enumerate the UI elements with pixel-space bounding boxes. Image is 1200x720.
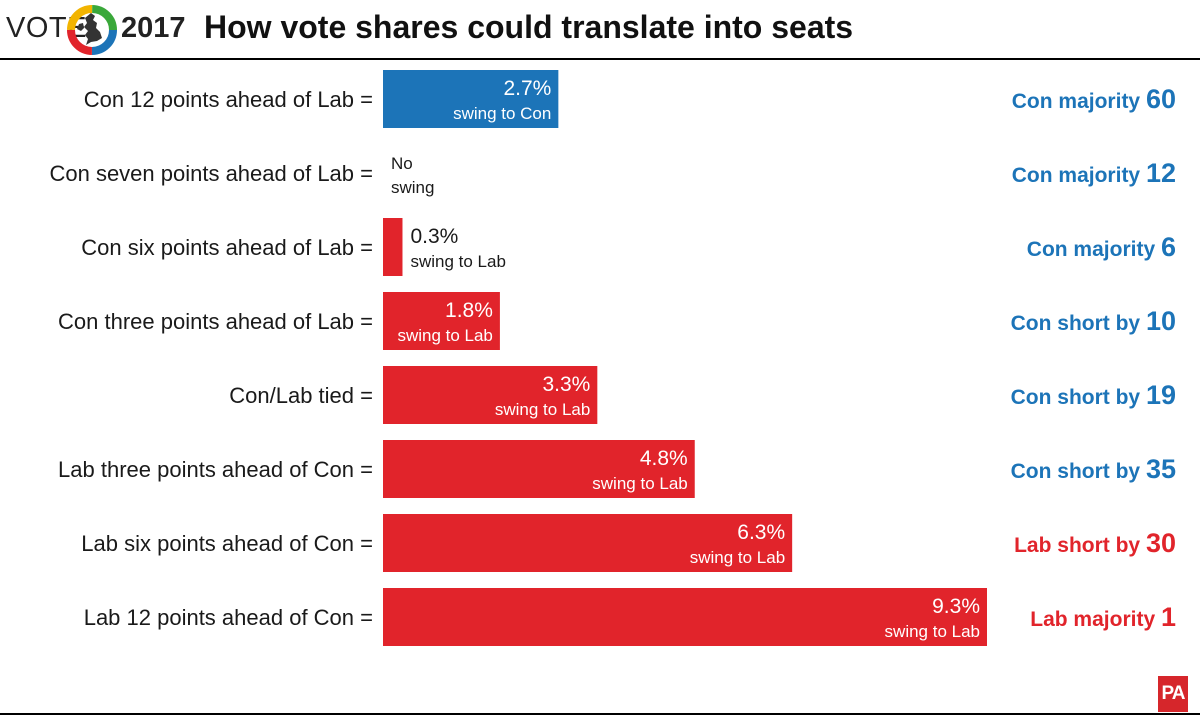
swing-sublabel: swing to Lab	[592, 474, 687, 493]
chart-title: How vote shares could translate into sea…	[204, 9, 854, 45]
seat-outcome-number: 30	[1146, 528, 1176, 558]
election-year: 2017	[121, 12, 186, 44]
swing-sublabel: swing to Lab	[410, 252, 505, 271]
swing-bar	[383, 440, 695, 498]
swing-sublabel: swing	[391, 178, 434, 197]
value-label: 1.8%	[445, 299, 493, 322]
value-label: 3.3%	[542, 373, 590, 396]
seat-outcome: Con majority 6	[1027, 232, 1176, 262]
seat-outcome-number: 35	[1146, 454, 1176, 484]
swing-bar	[383, 366, 598, 424]
seat-outcome: Con short by 10	[1011, 306, 1176, 336]
category-label: Lab six points ahead of Con =	[81, 531, 373, 556]
seat-outcome: Lab short by 30	[1014, 528, 1176, 558]
seat-outcome-number: 1	[1161, 602, 1176, 632]
swing-sublabel: swing to Lab	[690, 548, 785, 567]
value-label: 0.3%	[410, 225, 458, 248]
value-label: 9.3%	[932, 595, 980, 618]
seat-outcome-number: 12	[1146, 158, 1176, 188]
swing-bar	[383, 588, 987, 646]
seat-outcome-text: Lab short by	[1014, 534, 1146, 557]
seat-outcome: Con majority 60	[1012, 84, 1176, 114]
category-label: Con six points ahead of Lab =	[81, 235, 373, 260]
category-label: Con seven points ahead of Lab =	[49, 161, 373, 186]
seat-outcome-text: Con majority	[1012, 90, 1146, 113]
swing-sublabel: swing to Lab	[885, 622, 980, 641]
seat-outcome-number: 10	[1146, 306, 1176, 336]
seat-outcome-text: Con short by	[1011, 386, 1146, 409]
value-label: 6.3%	[737, 521, 785, 544]
seat-outcome-number: 19	[1146, 380, 1176, 410]
pa-logo: PA	[1158, 676, 1188, 712]
value-label: 2.7%	[503, 77, 551, 100]
seat-outcome: Lab majority 1	[1030, 602, 1176, 632]
bottom-divider	[0, 713, 1200, 715]
value-label: No	[391, 154, 413, 173]
seat-outcome-text: Lab majority	[1030, 608, 1161, 631]
top-divider	[0, 58, 1200, 60]
seat-outcome-text: Con majority	[1027, 238, 1161, 261]
swing-bar	[383, 514, 793, 572]
category-label: Lab 12 points ahead of Con =	[84, 605, 373, 630]
seat-outcome: Con short by 35	[1011, 454, 1176, 484]
seat-outcome-text: Con majority	[1012, 164, 1146, 187]
category-label: Con 12 points ahead of Lab =	[84, 87, 373, 112]
swing-bar	[383, 292, 500, 350]
swing-bar	[383, 218, 403, 276]
category-label: Con/Lab tied =	[229, 383, 373, 408]
swing-sublabel: swing to Con	[453, 104, 551, 123]
seat-outcome: Con majority 12	[1012, 158, 1176, 188]
category-label: Con three points ahead of Lab =	[58, 309, 373, 334]
swing-sublabel: swing to Lab	[397, 326, 492, 345]
value-label: 4.8%	[640, 447, 688, 470]
seat-outcome-text: Con short by	[1011, 312, 1146, 335]
seat-outcome-text: Con short by	[1011, 460, 1146, 483]
uk-map-ring-logo-icon	[67, 5, 117, 55]
swing-sublabel: swing to Lab	[495, 400, 590, 419]
seat-outcome-number: 6	[1161, 232, 1176, 262]
seat-outcome: Con short by 19	[1011, 380, 1176, 410]
category-label: Lab three points ahead of Con =	[58, 457, 373, 482]
chart-header: VOTE 2017 How vote shares could translat…	[0, 0, 1200, 60]
seat-outcome-number: 60	[1146, 84, 1176, 114]
swing-bar	[383, 70, 559, 128]
